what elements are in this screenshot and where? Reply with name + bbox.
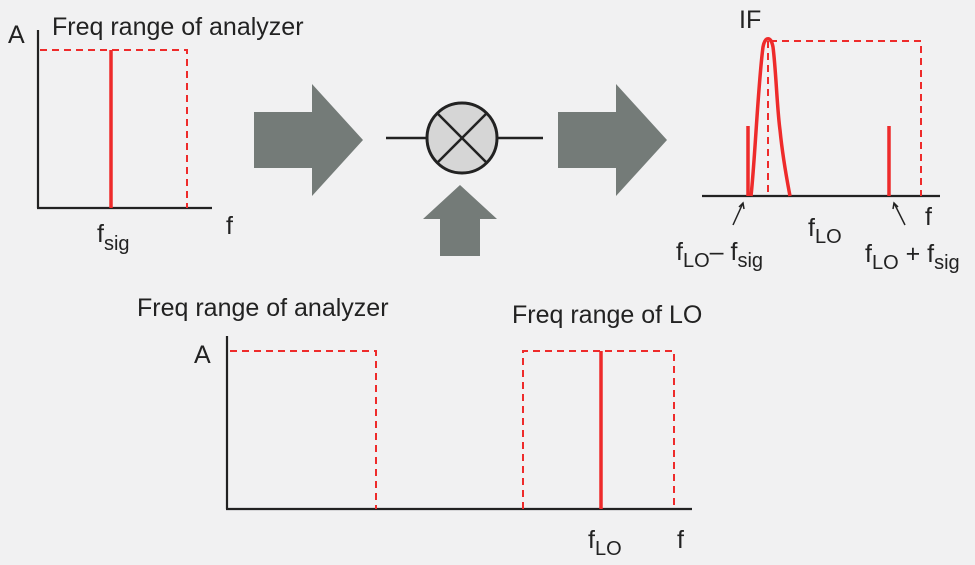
diff-label-a: f (676, 238, 683, 266)
sum-label-op: + (906, 240, 921, 268)
if-sum-pointer-head (892, 201, 899, 210)
sum-label-space-2 (920, 240, 927, 268)
bottom-analyzer-title: Freq range of analyzer (137, 294, 389, 322)
bottom-lo-range-box (522, 350, 675, 509)
sum-label-b-sub: sig (934, 252, 960, 274)
lo-up-arrow-icon (423, 185, 497, 256)
if-sum-pointer (893, 202, 906, 226)
if-filter-response (749, 37, 792, 197)
input-right-arrow-icon (254, 84, 363, 196)
lo-spectrum-panel: Freq range of analyzer Freq range of LO … (137, 294, 702, 560)
diff-label-op: – (710, 238, 724, 266)
bottom-lo-label-sub: LO (595, 538, 622, 560)
input-y-axis-label: A (8, 21, 25, 49)
if-lo-label-sub: LO (815, 226, 842, 248)
bottom-lo-label-main: f (588, 526, 595, 554)
if-range-box (770, 40, 922, 196)
sum-label-space-1 (899, 240, 906, 268)
input-signal-label-sub: sig (104, 233, 130, 255)
if-difference-pointer-head (738, 201, 745, 210)
if-difference-label: fLO– fsig (676, 238, 763, 272)
if-sum-label: fLO + fsig (865, 240, 960, 274)
mixer-x-circle-icon (386, 101, 543, 175)
output-right-arrow-icon (558, 84, 667, 196)
diff-label-b: f (731, 238, 738, 266)
if-x-axis-label: f (925, 203, 932, 231)
bottom-y-axis-label: A (194, 341, 211, 369)
input-analyzer-range-box (40, 49, 188, 208)
input-spectrum-panel: Freq range of analyzer A fsig f (8, 13, 304, 255)
input-signal-label-main: f (97, 220, 104, 248)
input-x-axis-label: f (226, 212, 233, 240)
bottom-lo-label: fLO (588, 526, 622, 560)
diff-label-b-sub: sig (737, 250, 763, 272)
if-lo-label: fLO (808, 214, 842, 248)
input-signal-label: fsig (97, 220, 130, 255)
sum-label-b: f (927, 240, 934, 268)
bottom-lo-title: Freq range of LO (512, 301, 702, 329)
sum-label-a-sub: LO (872, 252, 899, 274)
diff-label-a-sub: LO (683, 250, 710, 272)
mixer-cross-b (436, 112, 488, 164)
bottom-analyzer-range-box (230, 350, 377, 509)
if-spectrum-panel: IF fLO– fsig fLO fLO + fsig f (676, 6, 960, 274)
bottom-x-axis-label: f (677, 526, 684, 554)
if-lo-label-main: f (808, 214, 815, 242)
input-panel-title: Freq range of analyzer (52, 13, 304, 41)
diff-label-space (724, 238, 731, 266)
if-difference-pointer (732, 202, 744, 226)
if-panel-title: IF (739, 6, 761, 34)
sum-label-a: f (865, 240, 872, 268)
